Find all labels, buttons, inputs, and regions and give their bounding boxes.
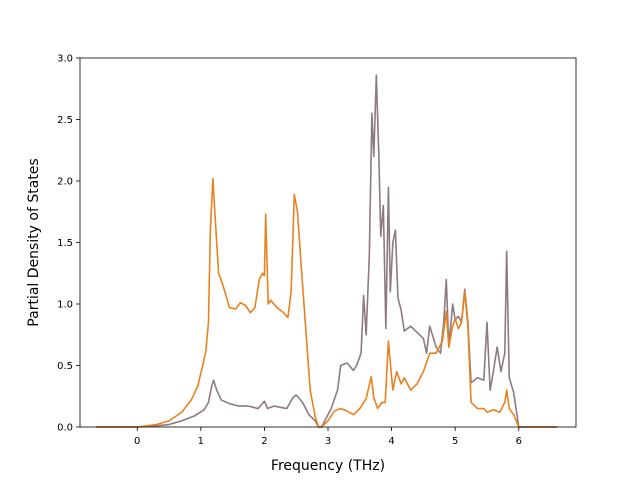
x-tick-label: 6	[516, 436, 522, 447]
y-tick-label: 0.5	[57, 361, 73, 372]
x-tick-label: 1	[198, 436, 204, 447]
y-tick-label: 1.0	[57, 300, 73, 311]
y-tick-label: 3.0	[57, 54, 73, 65]
y-axis-ticks: 0.0 0.5 1.0 1.5 2.0 2.5 3.0	[57, 54, 80, 434]
y-tick-label: 2.0	[57, 177, 73, 188]
series-line-0	[95, 74, 557, 428]
x-axis-title: Frequency (THz)	[271, 458, 385, 474]
x-tick-label: 0	[134, 436, 140, 447]
y-tick-label: 2.5	[57, 115, 73, 126]
y-tick-label: 0.0	[57, 423, 73, 434]
x-tick-label: 2	[261, 436, 267, 447]
series-lines	[95, 74, 557, 428]
y-axis-title: Partial Density of States	[26, 158, 42, 326]
series-line-1	[95, 177, 557, 428]
x-tick-label: 3	[325, 436, 331, 447]
x-tick-label: 5	[452, 436, 458, 447]
x-tick-label: 4	[388, 436, 394, 447]
y-tick-label: 1.5	[57, 238, 73, 249]
x-axis-ticks: 0 1 2 3 4 5 6	[134, 427, 522, 447]
